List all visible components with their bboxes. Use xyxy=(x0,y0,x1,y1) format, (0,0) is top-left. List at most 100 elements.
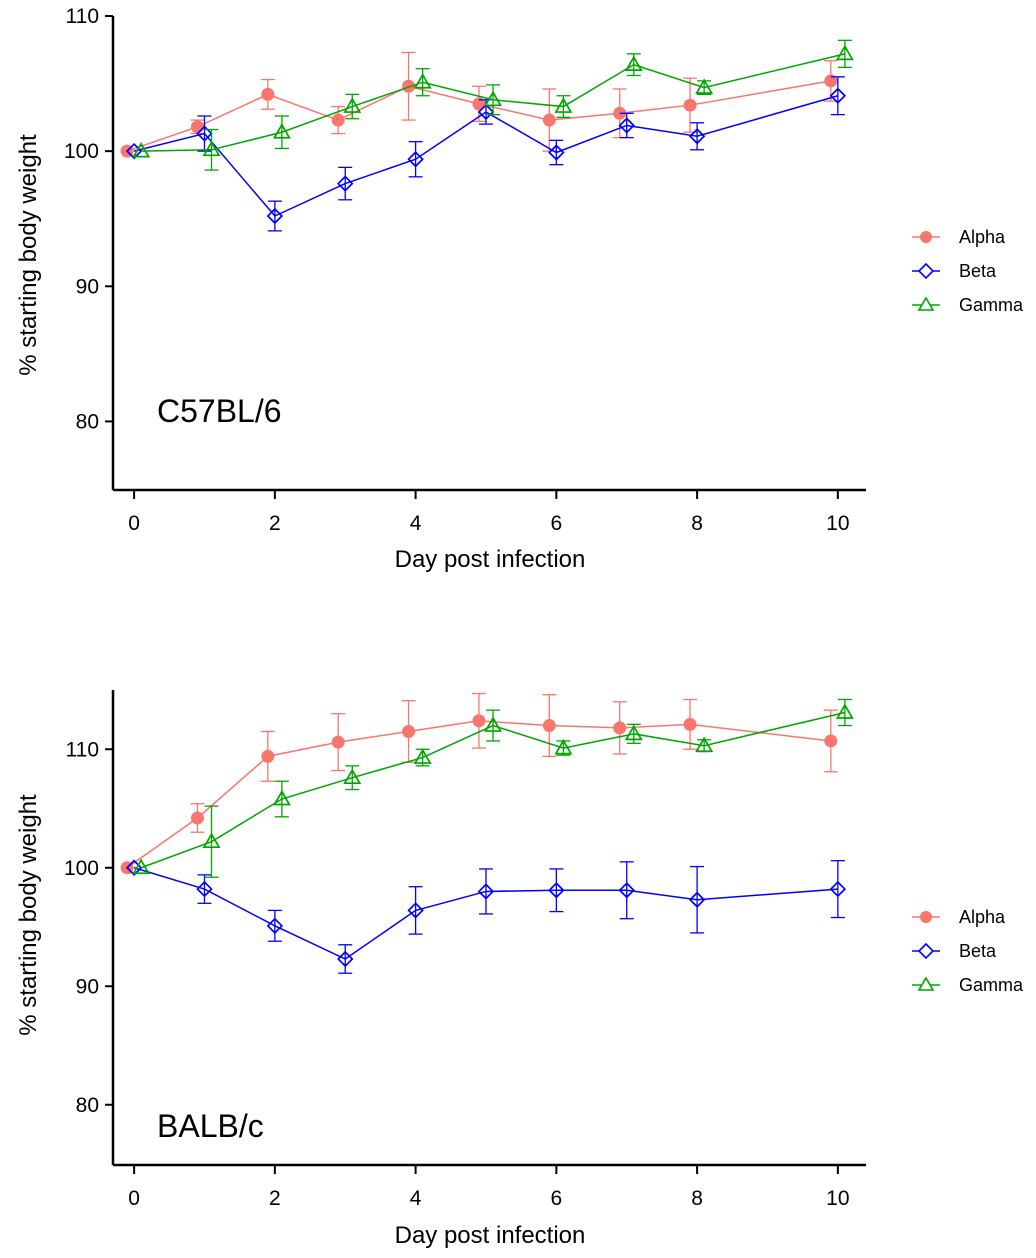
data-point-gamma xyxy=(624,55,643,72)
data-point-gamma xyxy=(554,97,573,113)
error-bar xyxy=(267,200,282,232)
data-point-beta xyxy=(618,117,635,134)
error-bar xyxy=(830,76,845,116)
chart-panel-balbc: 80 90 100 110 0 2 4 6 8 10 BALB/c Day post infect… xyxy=(0,660,1036,1253)
legend-item-beta: Beta xyxy=(912,941,997,961)
error-bar xyxy=(619,861,634,920)
legend-item-alpha: Alpha xyxy=(912,227,1006,247)
error-bar xyxy=(408,886,423,935)
series-gamma xyxy=(132,39,854,171)
legend-label-alpha: Alpha xyxy=(959,227,1006,247)
error-bar xyxy=(338,166,353,201)
x-tick-label: 2 xyxy=(269,1187,281,1210)
data-point-alpha xyxy=(824,74,838,88)
y-tick-label: 110 xyxy=(66,5,99,28)
error-bar xyxy=(274,780,289,818)
data-point-alpha xyxy=(542,719,556,733)
x-tick-label: 10 xyxy=(826,1187,849,1210)
y-axis-title: % starting body weight xyxy=(15,794,42,1036)
x-tick-label: 10 xyxy=(826,512,849,535)
y-tick-label: 90 xyxy=(76,275,99,298)
error-bar xyxy=(486,709,501,742)
data-point-alpha xyxy=(402,79,416,93)
x-tick-label: 4 xyxy=(410,512,422,535)
error-bar xyxy=(204,128,219,171)
legend-marker-alpha xyxy=(920,911,932,923)
x-tick-label: 0 xyxy=(128,1187,140,1210)
error-bar xyxy=(486,84,501,116)
error-bar xyxy=(690,122,705,151)
x-tick-label: 8 xyxy=(691,512,703,535)
data-point-alpha xyxy=(261,87,275,101)
data-point-gamma xyxy=(413,73,432,89)
x-tick-label: 0 xyxy=(128,512,140,535)
error-bar xyxy=(197,115,212,152)
data-point-beta xyxy=(829,880,847,898)
data-point-gamma xyxy=(695,736,714,753)
data-point-gamma xyxy=(343,97,362,113)
data-point-beta xyxy=(548,882,565,899)
error-bar xyxy=(338,944,353,974)
data-point-gamma xyxy=(202,832,221,849)
x-axis-title: Day post infection xyxy=(395,1222,586,1249)
error-bar xyxy=(549,139,564,166)
legend-marker-alpha xyxy=(920,231,932,243)
legend: Alpha Beta Gamma xyxy=(912,907,1024,995)
error-bar xyxy=(408,141,423,178)
x-tick-label: 2 xyxy=(269,512,281,535)
legend-marker-gamma xyxy=(917,976,935,991)
legend-item-gamma: Gamma xyxy=(912,295,1024,315)
y-tick-label: 80 xyxy=(76,1094,99,1117)
data-point-gamma xyxy=(695,78,714,94)
legend-marker-beta xyxy=(917,942,935,960)
data-point-gamma xyxy=(272,789,291,806)
data-point-gamma xyxy=(484,716,502,732)
data-point-beta xyxy=(407,151,424,168)
data-point-gamma xyxy=(835,44,854,61)
legend-item-beta: Beta xyxy=(912,261,997,281)
data-point-beta xyxy=(266,207,284,225)
data-point-beta xyxy=(337,950,354,968)
data-point-gamma xyxy=(624,724,643,741)
data-point-gamma xyxy=(202,140,221,157)
data-point-gamma xyxy=(132,141,151,158)
strain-annotation: C57BL/6 xyxy=(157,393,282,429)
data-point-beta xyxy=(407,902,424,919)
series-beta xyxy=(125,76,847,232)
chart-c57bl6: 80 90 100 110 0 2 4 6 8 10 C57BL/6 Day post infec… xyxy=(15,5,1024,573)
y-tick-label: 80 xyxy=(76,410,99,433)
data-point-alpha xyxy=(542,113,556,127)
y-tick-label: 90 xyxy=(76,975,99,998)
data-point-beta xyxy=(196,880,213,898)
series-alpha xyxy=(120,51,838,158)
series-gamma xyxy=(132,698,854,878)
y-tick-label: 110 xyxy=(66,738,99,761)
y-tick-label: 100 xyxy=(64,857,99,880)
x-tick-label: 6 xyxy=(551,1187,563,1210)
data-point-beta xyxy=(548,144,565,161)
series-line-gamma xyxy=(140,711,846,869)
legend-label-alpha: Alpha xyxy=(959,907,1006,927)
error-bar xyxy=(267,909,282,942)
data-point-beta xyxy=(266,917,284,935)
data-point-alpha xyxy=(683,717,697,731)
data-point-beta xyxy=(337,175,354,192)
data-point-alpha xyxy=(613,106,627,120)
legend-label-gamma: Gamma xyxy=(959,295,1024,315)
series-line-beta xyxy=(133,867,838,960)
chart-panel-c57bl6: 80 90 100 110 0 2 4 6 8 10 C57BL/6 Day post infec… xyxy=(0,0,1036,600)
x-tick-label: 6 xyxy=(551,512,563,535)
data-point-gamma xyxy=(835,703,854,719)
legend: Alpha Beta Gamma xyxy=(912,227,1024,315)
data-point-alpha xyxy=(331,113,345,127)
data-point-gamma xyxy=(132,858,151,875)
legend-label-gamma: Gamma xyxy=(959,975,1024,995)
y-axis-title: % starting body weight xyxy=(15,134,42,376)
series-line-beta xyxy=(133,95,839,217)
legend-marker-gamma xyxy=(917,296,935,311)
data-point-alpha xyxy=(472,97,486,111)
strain-annotation: BALB/c xyxy=(157,1108,264,1144)
data-point-alpha xyxy=(261,749,275,763)
series-alpha xyxy=(120,692,838,875)
series-line-gamma xyxy=(141,53,846,152)
